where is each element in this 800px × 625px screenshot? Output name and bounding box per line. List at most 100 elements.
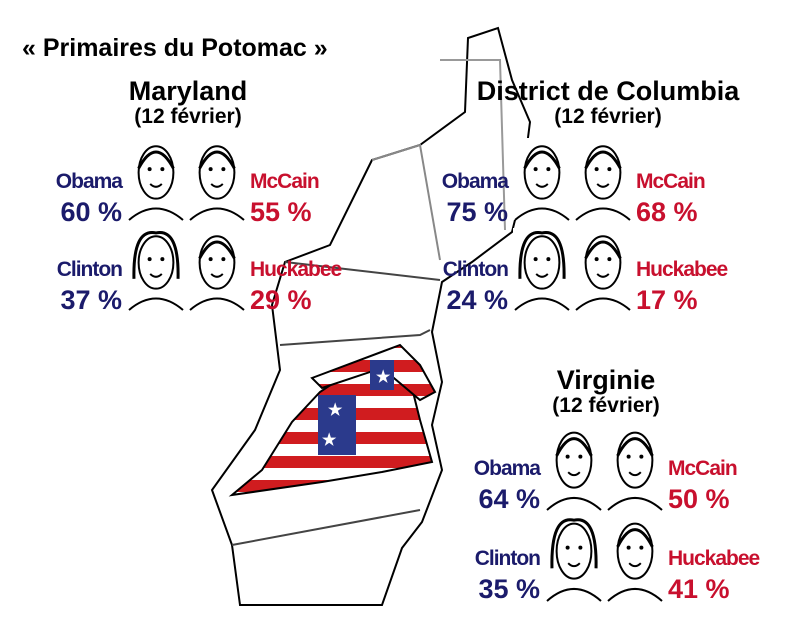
head bbox=[616, 522, 654, 580]
portrait bbox=[574, 138, 632, 221]
portrait bbox=[127, 228, 185, 311]
eye bbox=[607, 257, 612, 262]
eye bbox=[221, 167, 226, 172]
svg-text:★: ★ bbox=[376, 369, 391, 386]
shoulders bbox=[575, 207, 631, 221]
shoulders bbox=[189, 207, 245, 221]
candidate-result: 29 % bbox=[250, 285, 312, 315]
region-name: District de Columbia bbox=[477, 76, 741, 106]
eye bbox=[639, 545, 644, 550]
candidate-name: Huckabee bbox=[668, 547, 760, 570]
candidate-result: 41 % bbox=[668, 574, 730, 604]
eye bbox=[147, 167, 152, 172]
mouth bbox=[596, 273, 610, 278]
head bbox=[137, 145, 175, 200]
hair bbox=[198, 240, 236, 260]
head bbox=[584, 235, 622, 290]
candidate-result: 55 % bbox=[250, 197, 312, 227]
region-date: (12 février) bbox=[554, 105, 661, 128]
shoulders bbox=[575, 297, 631, 311]
portrait bbox=[574, 228, 632, 311]
candidate-result: 24 % bbox=[446, 285, 508, 315]
region-date: (12 février) bbox=[552, 394, 659, 417]
candidate-name: McCain bbox=[250, 170, 319, 193]
candidate-result: 60 % bbox=[60, 197, 122, 227]
hair bbox=[198, 150, 236, 170]
map: ★ ★ ★ bbox=[210, 26, 532, 606]
region-name: Maryland bbox=[129, 76, 248, 106]
mouth bbox=[628, 471, 642, 477]
eye bbox=[607, 167, 612, 172]
candidate-name: McCain bbox=[636, 170, 705, 193]
portrait bbox=[606, 515, 664, 602]
eye bbox=[160, 257, 165, 262]
candidate-result: 17 % bbox=[636, 285, 698, 315]
mouth bbox=[149, 273, 163, 278]
mouth bbox=[567, 471, 581, 477]
portrait bbox=[545, 424, 603, 511]
eye bbox=[565, 454, 570, 459]
eye bbox=[565, 545, 570, 550]
mouth bbox=[210, 273, 224, 278]
portrait bbox=[127, 138, 185, 221]
title: « Primaires du Potomac » bbox=[22, 34, 328, 62]
eye bbox=[626, 545, 631, 550]
region-name: Virginie bbox=[557, 365, 656, 395]
hair bbox=[584, 150, 622, 170]
eye bbox=[639, 454, 644, 459]
candidate-result: 75 % bbox=[446, 197, 508, 227]
eye bbox=[546, 257, 551, 262]
head bbox=[198, 235, 236, 290]
eye bbox=[546, 167, 551, 172]
portrait bbox=[188, 138, 246, 221]
shoulders bbox=[546, 588, 602, 602]
candidate-name: McCain bbox=[668, 457, 737, 480]
portrait bbox=[188, 228, 246, 311]
candidate-name: Huckabee bbox=[250, 258, 342, 281]
eye bbox=[578, 545, 583, 550]
mouth bbox=[535, 273, 549, 278]
hair bbox=[616, 437, 654, 457]
mouth bbox=[567, 562, 581, 568]
eye bbox=[533, 257, 538, 262]
candidate-result: 68 % bbox=[636, 197, 698, 227]
candidate-name: Obama bbox=[474, 457, 542, 480]
head bbox=[555, 431, 593, 489]
eye bbox=[221, 257, 226, 262]
head bbox=[523, 145, 561, 200]
hair bbox=[584, 240, 622, 260]
shoulders bbox=[514, 207, 570, 221]
eye bbox=[578, 454, 583, 459]
candidate-result: 50 % bbox=[668, 484, 730, 514]
shoulders bbox=[128, 207, 184, 221]
hair bbox=[523, 150, 561, 170]
eye bbox=[208, 257, 213, 262]
hair bbox=[137, 150, 175, 170]
head bbox=[616, 431, 654, 489]
candidate-result: 64 % bbox=[478, 484, 540, 514]
hair bbox=[518, 231, 566, 279]
shoulders bbox=[189, 297, 245, 311]
eye bbox=[208, 167, 213, 172]
candidate-result: 35 % bbox=[478, 574, 540, 604]
eye bbox=[147, 257, 152, 262]
svg-text:★: ★ bbox=[328, 402, 343, 419]
svg-text:★: ★ bbox=[322, 432, 337, 449]
portrait bbox=[606, 424, 664, 511]
head bbox=[584, 145, 622, 200]
candidate-name: Clinton bbox=[443, 258, 508, 281]
candidate-name: Huckabee bbox=[636, 258, 728, 281]
candidate-name: Clinton bbox=[475, 547, 540, 570]
eye bbox=[594, 257, 599, 262]
region-date: (12 février) bbox=[134, 105, 241, 128]
mouth bbox=[210, 183, 224, 188]
hair bbox=[616, 528, 654, 548]
portrait bbox=[513, 228, 571, 311]
shoulders bbox=[514, 297, 570, 311]
portrait bbox=[545, 515, 603, 602]
hair bbox=[550, 518, 598, 569]
eye bbox=[533, 167, 538, 172]
mouth bbox=[628, 562, 642, 568]
mouth bbox=[535, 183, 549, 188]
